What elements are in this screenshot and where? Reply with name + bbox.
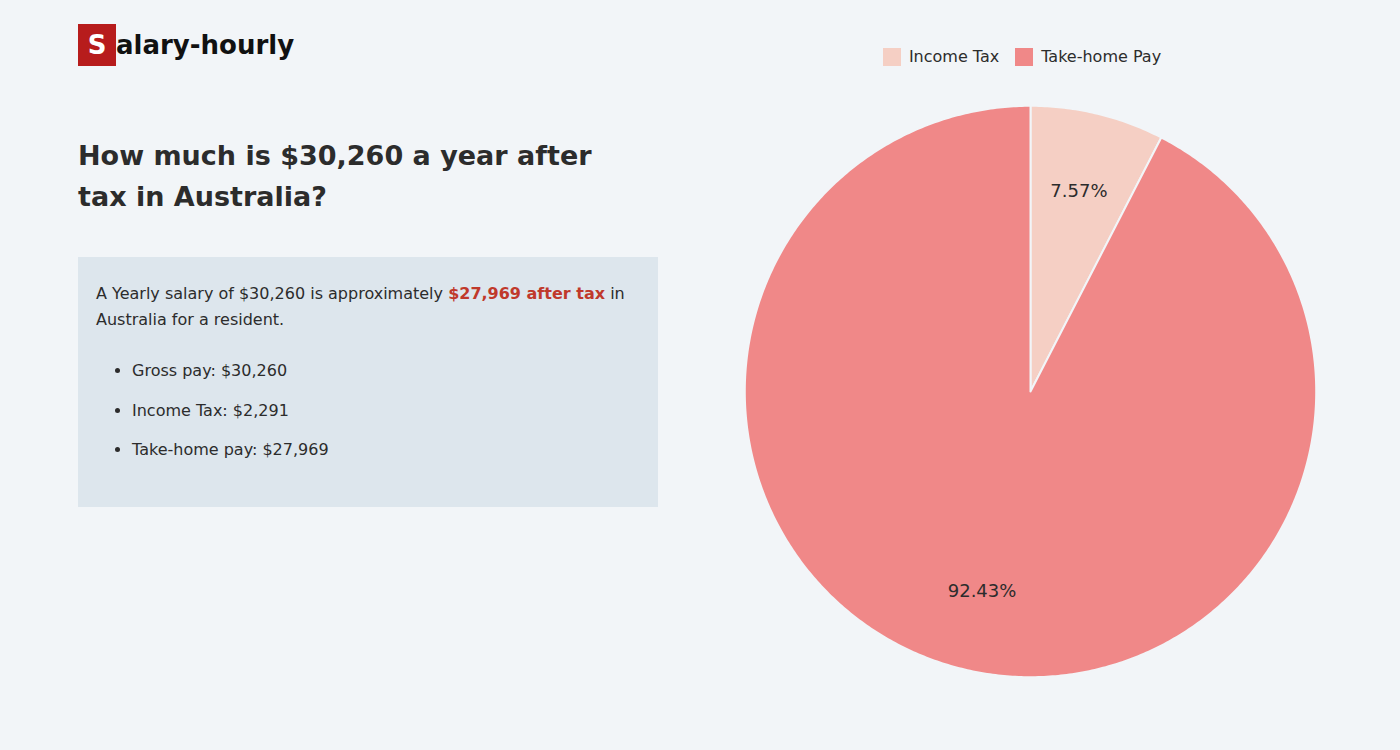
html-text:Australia for a resident.: Australia for a resident. <box>96 309 285 329</box>
html-text:Take-home pay: $27,969: Take-home pay: $27,969 <box>132 440 329 460</box>
svg-text:92.43%: 92.43% <box>948 580 1017 601</box>
html-text:Gross pay: $30,260: Gross pay: $30,260 <box>132 361 288 381</box>
html-text:Take-home Pay: Take-home Pay <box>1041 47 1162 66</box>
html-text:A Yearly salary of $30,260 is: A Yearly salary of $30,260 is approximat… <box>96 284 625 303</box>
html-text:Income Tax: Income Tax <box>908 47 1000 66</box>
html-text:How much is $30,260 a year aft: How much is $30,260 a year after tax in … <box>78 140 592 212</box>
html-text:Income Tax: $2,291: Income Tax: $2,291 <box>132 400 289 420</box>
svg-text:7.57%: 7.57% <box>1050 180 1107 201</box>
html-text:S alary-hourly: S alary-hourly <box>87 30 295 60</box>
